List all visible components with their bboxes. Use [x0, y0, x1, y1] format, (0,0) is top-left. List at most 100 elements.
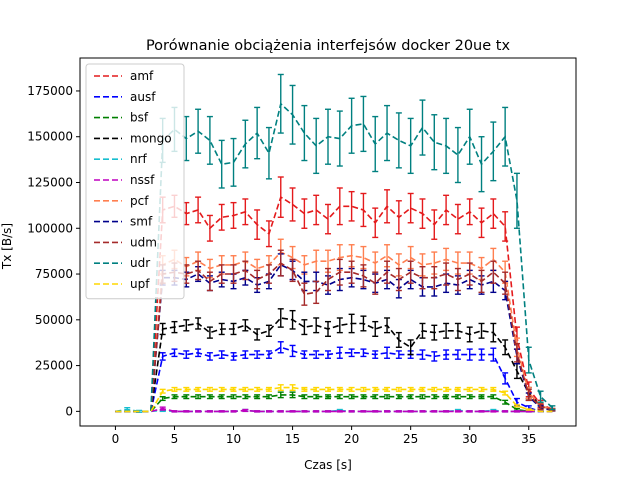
error-bar-ausf: [384, 346, 391, 359]
legend-label: ausf: [130, 90, 156, 104]
error-bar-udm: [301, 282, 308, 306]
error-bar-upf: [395, 386, 402, 392]
error-bar-amf: [348, 190, 355, 222]
error-bar-upf: [360, 386, 367, 392]
legend-box: [85, 63, 185, 300]
legend-label: mongo: [130, 131, 172, 145]
legend-item-bsf: bsf: [94, 111, 149, 125]
series-line-bsf: [115, 394, 553, 413]
error-bar-upf: [206, 386, 213, 392]
error-bar-ausf: [218, 350, 225, 359]
error-bar-udr: [513, 172, 520, 229]
series-line-smf: [115, 263, 553, 413]
error-bar-udr: [454, 126, 461, 184]
error-bar-amf: [289, 187, 296, 222]
error-bar-upf: [277, 384, 284, 391]
error-bar-bsf: [384, 394, 391, 400]
error-bar-udm: [325, 267, 331, 292]
legend-label: smf: [130, 215, 153, 229]
error-bar-amf: [490, 198, 497, 229]
error-bar-ausf: [466, 348, 473, 361]
y-tick-label: 0: [65, 404, 73, 418]
error-bar-upf: [431, 386, 438, 392]
error-bar-bsf: [230, 394, 237, 400]
legend-label: nrf: [130, 152, 148, 166]
error-bar-mongo: [265, 324, 272, 337]
error-bar-mongo: [372, 320, 379, 337]
axes: 0 5 10 15 20 25 30 35 0 25000 50000 75000 100000 1250…: [27, 57, 577, 446]
error-bar-mongo: [336, 317, 343, 334]
y-tick-label: 25000: [35, 359, 73, 373]
x-tick-label: 15: [285, 432, 300, 446]
legend-item-mongo: mongo: [94, 131, 172, 145]
error-bar-udr: [419, 99, 426, 156]
error-bar-amf: [454, 203, 461, 235]
error-bar-bsf: [454, 394, 461, 400]
error-bar-mongo: [478, 322, 485, 339]
error-bar-mongo: [206, 326, 213, 339]
error-bar-udm: [254, 269, 261, 290]
x-tick-label: 20: [344, 432, 359, 446]
y-tick-label: 100000: [27, 221, 73, 235]
y-axis-label: Tx [B/s]: [0, 223, 14, 270]
legend-item-udr: udr: [94, 256, 150, 270]
error-bar-ausf: [419, 349, 426, 360]
legend-label: udm: [130, 235, 157, 249]
error-bar-udm: [230, 264, 237, 284]
error-bar-udr: [265, 126, 272, 180]
error-bar-upf: [242, 386, 249, 392]
error-bar-udr: [206, 115, 213, 165]
series-line-amf: [115, 195, 553, 413]
series-nssf: [115, 406, 553, 413]
legend-item-smf: smf: [94, 215, 153, 229]
error-bar-amf: [325, 203, 331, 235]
legend: amf ausf bsf mongo nrf nssf pcf smf udm udr upf: [85, 63, 185, 300]
y-tick-label: 150000: [27, 130, 73, 144]
x-tick-label: 30: [462, 432, 477, 446]
error-bar-mongo: [242, 319, 249, 332]
error-bar-amf: [407, 192, 414, 224]
chart-title: Porównanie obciążenia interfejsów docker…: [146, 38, 511, 54]
series-bsf: [115, 391, 553, 413]
error-bar-mongo: [407, 339, 414, 356]
legend-label: pcf: [130, 194, 149, 208]
legend-label: nssf: [130, 173, 155, 187]
error-bar-upf: [325, 386, 331, 392]
x-tick-label: 10: [226, 432, 241, 446]
error-bar-udm: [490, 260, 497, 284]
legend-item-nssf: nssf: [94, 173, 155, 187]
legend-label: udr: [130, 256, 150, 270]
error-bar-bsf: [195, 394, 202, 400]
legend-item-upf: upf: [94, 277, 150, 291]
error-bar-amf: [218, 203, 225, 231]
series-line-upf: [115, 386, 553, 413]
x-tick-label: 25: [403, 432, 418, 446]
error-bar-ausf: [348, 348, 355, 358]
error-bar-udm: [348, 260, 355, 284]
error-bar-mongo: [183, 319, 190, 332]
error-bar-ausf: [313, 350, 320, 359]
error-bar-ausf: [277, 341, 284, 354]
series-line-udm: [115, 262, 553, 413]
series-mongo: [115, 308, 556, 413]
error-bar-udm: [372, 271, 379, 295]
legend-item-nrf: nrf: [94, 152, 148, 166]
plot-frame: [79, 57, 577, 427]
x-tick-label: 35: [521, 432, 536, 446]
legend-item-amf: amf: [94, 69, 154, 83]
error-bar-mongo: [301, 319, 308, 336]
error-bar-udr: [360, 95, 367, 153]
error-bar-upf: [466, 386, 473, 392]
error-bar-udr: [395, 112, 402, 169]
series-line-ausf: [115, 346, 553, 413]
legend-label: bsf: [130, 111, 149, 125]
legend-label: amf: [130, 69, 154, 83]
legend-item-udm: udm: [94, 235, 157, 249]
legend-label: upf: [130, 277, 150, 291]
error-bar-bsf: [313, 394, 320, 400]
series-upf: [115, 384, 553, 413]
legend-item-ausf: ausf: [94, 90, 156, 104]
error-bar-ausf: [431, 351, 438, 362]
